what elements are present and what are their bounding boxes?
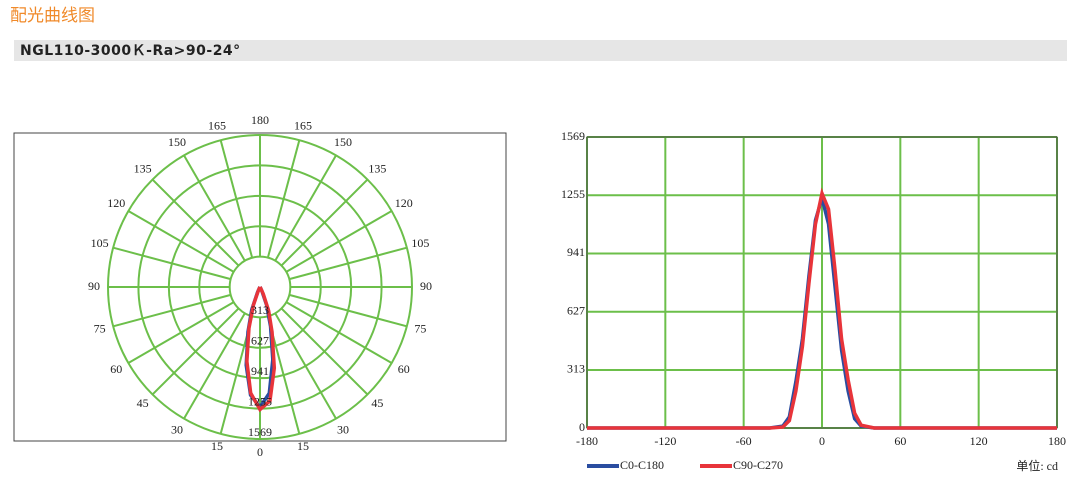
polar-angle-label: 30 xyxy=(337,423,349,437)
polar-ring xyxy=(107,134,413,440)
y-tick-label: 627 xyxy=(567,303,585,317)
y-tick-label: 941 xyxy=(567,245,585,259)
x-tick-label: -180 xyxy=(576,434,598,448)
polar-angle-label: 60 xyxy=(398,362,410,376)
polar-angle-label: 60 xyxy=(110,362,122,376)
x-tick-label: 0 xyxy=(819,434,825,448)
plot-frame xyxy=(586,136,1058,429)
polar-radius-label: 1569 xyxy=(248,425,272,439)
x-tick-label: 60 xyxy=(894,434,906,448)
polar-angle-label: 15 xyxy=(297,439,309,453)
x-tick-label: -120 xyxy=(654,434,676,448)
x-tick-label: 180 xyxy=(1048,434,1066,448)
model-bar xyxy=(14,40,1067,61)
polar-radius-label: 313 xyxy=(251,303,269,317)
polar-radius-label: 941 xyxy=(251,364,269,378)
polar-angle-label: 120 xyxy=(107,196,125,210)
polar-angle-label: 90 xyxy=(88,279,100,293)
polar-angle-label: 105 xyxy=(411,236,429,250)
polar-radius-label: 1255 xyxy=(248,394,272,408)
y-tick-label: 0 xyxy=(579,420,585,434)
polar-angle-label: 150 xyxy=(334,135,352,149)
polar-angle-label: 15 xyxy=(211,439,223,453)
legend-label: C0-C180 xyxy=(620,458,664,472)
polar-radius-label: 627 xyxy=(251,333,269,347)
polar-angle-label: 150 xyxy=(168,135,186,149)
polar-angle-label: 180 xyxy=(251,113,269,127)
page-title: 配光曲线图 xyxy=(10,6,95,26)
polar-ring xyxy=(167,194,353,380)
line-series xyxy=(587,187,1057,430)
x-tick-label: -60 xyxy=(736,434,752,448)
legend-label: C90-C270 xyxy=(733,458,783,472)
polar-angle-label: 75 xyxy=(94,322,106,336)
unit-label: 单位: cd xyxy=(1016,458,1058,473)
model-name: NGL110-3000Ｋ-Ra>90-24° xyxy=(20,43,241,59)
polar-angle-label: 120 xyxy=(395,196,413,210)
polar-angle-label: 135 xyxy=(134,161,152,175)
polar-ring xyxy=(198,225,322,349)
polar-angle-label: 165 xyxy=(294,118,312,132)
y-tick-label: 313 xyxy=(567,362,585,376)
polar-angle-label: 30 xyxy=(171,423,183,437)
polar-angle-label: 90 xyxy=(420,279,432,293)
y-tick-label: 1255 xyxy=(561,187,585,201)
polar-ring xyxy=(228,255,292,319)
y-tick-label: 1569 xyxy=(561,129,585,143)
polar-angle-label: 75 xyxy=(414,322,426,336)
polar-angle-label: 45 xyxy=(371,396,383,410)
polar-angle-label: 165 xyxy=(208,118,226,132)
x-tick-label: 120 xyxy=(970,434,988,448)
polar-angle-label: 105 xyxy=(91,236,109,250)
polar-angle-label: 45 xyxy=(137,396,149,410)
polar-curve xyxy=(245,286,277,413)
polar-frame xyxy=(13,132,507,442)
polar-angle-label: 135 xyxy=(368,161,386,175)
polar-angle-label: 0 xyxy=(257,445,263,459)
